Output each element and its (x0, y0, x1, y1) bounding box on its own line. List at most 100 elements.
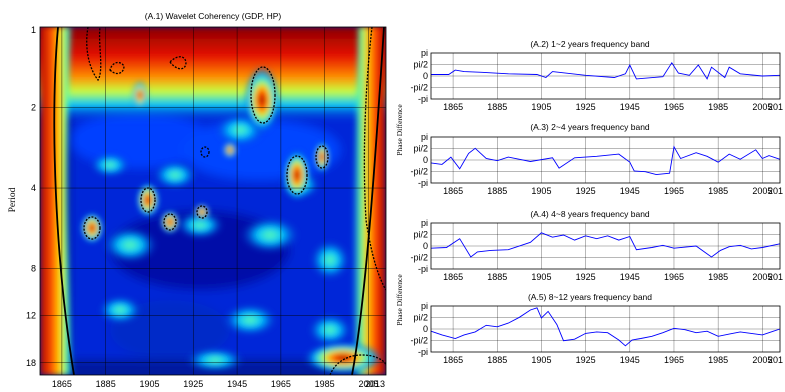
heatmap-top-band (40, 27, 386, 122)
panel-y-tick: 0 (423, 324, 428, 334)
heatmap-y-tick: 1 (31, 25, 36, 35)
panel-x-tick: 1925 (576, 355, 596, 365)
panel-y-tick: 0 (423, 155, 428, 165)
panel-x-tick: 1965 (664, 102, 684, 112)
panel-x-tick: 1885 (487, 102, 507, 112)
phase-series-line (430, 145, 781, 176)
wavelet-coherency-heatmap (40, 27, 386, 375)
panel-frame (430, 136, 781, 184)
heatmap-y-label: Period (8, 187, 18, 212)
panel-x-tick: 1945 (620, 355, 640, 365)
panel-x-tick: 2005 (752, 186, 772, 196)
panel-x-tick: 1865 (443, 272, 463, 282)
panel-x-tick: 1925 (576, 186, 596, 196)
phase-series-line (430, 232, 781, 258)
heatmap-frame (39, 26, 387, 376)
heatmap-y-tick: 4 (31, 183, 36, 193)
heatmap-grid (40, 27, 386, 375)
panel-x-tick: 1985 (708, 355, 728, 365)
panel-x-tick: 1945 (620, 102, 640, 112)
heatmap-y-tick: 12 (26, 311, 36, 321)
panel-x-tick: 2005 (752, 102, 772, 112)
panel-y-tick: -pi (418, 347, 428, 357)
panel-a5: pi pi/20-pi/2 -pi 1865 1885 1905 1925 1945 1965 1… (410, 301, 783, 365)
heatmap-title: (A.1) Wavelet Coherency (GDP, HP) (145, 11, 282, 21)
panel-x-tick: 1985 (708, 186, 728, 196)
panel-x-tick: 1885 (487, 355, 507, 365)
panel-x-tick: 1965 (664, 186, 684, 196)
panel-a4: pi pi/20-pi/2 -pi 1865 1885 1905 1925 1945 1965 1… (410, 218, 783, 282)
heatmap-x-tick: 2005 (358, 379, 378, 389)
panel-x-tick: 1965 (664, 355, 684, 365)
cone-left (53, 27, 75, 375)
panel-a2: pi pi/20-pi/2 -pi 1865 1885 1905 1925 1945 1965 1… (410, 48, 783, 112)
panel-x-tick: 1985 (708, 272, 728, 282)
phase-series-line (430, 307, 781, 347)
panel-x-tick: 201 (768, 272, 783, 282)
panel-x-tick: 201 (768, 186, 783, 196)
panel-x-tick: 1865 (443, 102, 463, 112)
panel-x-tick: 1945 (620, 272, 640, 282)
heatmap-x-tick: 2013 (365, 379, 385, 389)
panel-y-tick: -pi (418, 94, 428, 104)
heatmap-x-tick: 1945 (227, 379, 247, 389)
panel-y-tick: -pi (418, 178, 428, 188)
heatmap-y-tick: 8 (31, 264, 36, 274)
panel-frame (430, 305, 781, 353)
panel-x-tick: 1905 (531, 186, 551, 196)
cone-right (351, 27, 385, 375)
panel-y-tick: 0 (423, 241, 428, 251)
heatmap-y-tick: 18 (26, 358, 36, 368)
heatmap-x-tick: 1885 (96, 379, 116, 389)
panel-x-tick: 1925 (576, 102, 596, 112)
panel-y-tick: pi (421, 218, 428, 228)
panel-x-tick: 1865 (443, 355, 463, 365)
panel-x-tick: 1905 (531, 272, 551, 282)
panel-a5-title: (A.5) 8~12 years frequency band (528, 292, 652, 302)
panel-x-tick: 201 (768, 355, 783, 365)
panel-y-tick: pi (421, 48, 428, 58)
panel-y-tick: -pi/2 (410, 166, 428, 176)
panel-y-tick: pi/2 (413, 313, 428, 323)
panel-x-tick: 1865 (443, 186, 463, 196)
panel-x-tick: 1925 (576, 272, 596, 282)
heatmap-x-tick: 1865 (52, 379, 72, 389)
panel-a2-title: (A.2) 1~2 years frequency band (530, 39, 650, 49)
panel-y-tick: pi (421, 301, 428, 311)
panel-x-tick: 1945 (620, 186, 640, 196)
panel-a3-title: (A.3) 2~4 years frequency band (530, 122, 650, 132)
panel-y-tick: pi (421, 132, 428, 142)
panel-x-tick: 1905 (531, 102, 551, 112)
heatmap-x-tick: 1905 (139, 379, 159, 389)
panel-x-tick: 1905 (531, 355, 551, 365)
panel-x-tick: 2005 (752, 355, 772, 365)
panel-y-tick: pi/2 (413, 230, 428, 240)
panel-frame (430, 222, 781, 270)
panel-a3: pi pi/20-pi/2 -pi 1865 1885 1905 1925 1945 1965 1… (410, 132, 783, 196)
significance-contours (83, 27, 386, 375)
panel-y-tick: -pi (418, 264, 428, 274)
panel-x-tick: 1885 (487, 272, 507, 282)
panel-y-tick: -pi/2 (410, 82, 428, 92)
phase-label-lower: Phase Difference (395, 274, 404, 326)
heatmap-x-tick: 1985 (315, 379, 335, 389)
heatmap-x-tick: 1925 (183, 379, 203, 389)
panel-x-tick: 1985 (708, 102, 728, 112)
panel-y-tick: pi/2 (413, 144, 428, 154)
panel-x-tick: 2005 (752, 272, 772, 282)
phase-series-line (431, 61, 781, 80)
heatmap-x-tick: 1965 (271, 379, 291, 389)
panel-y-tick: -pi/2 (410, 335, 428, 345)
panel-y-tick: 0 (423, 71, 428, 81)
heatmap-y-tick: 2 (31, 103, 36, 113)
panel-x-tick: 201 (768, 102, 783, 112)
panel-x-tick: 1885 (487, 186, 507, 196)
panel-a4-title: (A.4) 4~8 years frequency band (530, 209, 650, 219)
phase-label-upper: Phase Difference (395, 104, 404, 156)
panel-frame (430, 52, 781, 100)
panel-x-tick: 1965 (664, 272, 684, 282)
panel-y-tick: pi/2 (413, 60, 428, 70)
